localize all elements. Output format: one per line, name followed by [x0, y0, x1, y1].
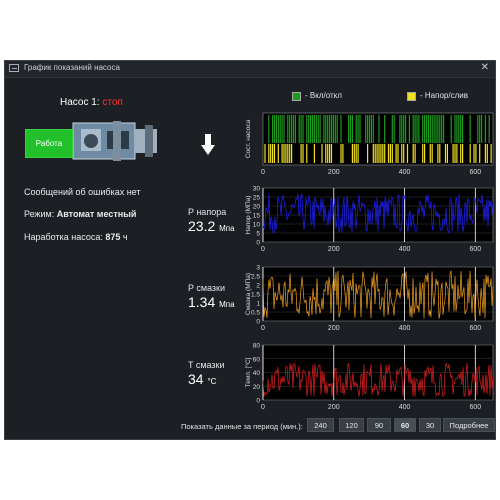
details-button[interactable]: Подробнее — [443, 418, 495, 432]
hours-row: Наработка насоса: 875 ч — [24, 232, 128, 242]
chart-3-ytick: 0 — [256, 398, 260, 405]
chart-1-xtick: 200 — [328, 246, 340, 253]
chart-1-ylabel: Напор (МПа) — [245, 196, 252, 235]
chart-2-ytick: 2.5 — [251, 274, 260, 281]
legend-on-off-label: - Вкл/откл — [305, 91, 342, 100]
chart-2-xtick: 600 — [469, 325, 481, 332]
chart-2-ytick: 2 — [256, 283, 260, 290]
chart-2-ytick: 0 — [256, 319, 260, 326]
pump-image — [66, 121, 157, 161]
chart-0-ylabel: Сост. насоса — [245, 119, 252, 158]
t-lub-unit: °C — [207, 377, 217, 386]
chart-1-ytick: 25 — [253, 195, 261, 202]
close-button[interactable]: ✕ — [480, 62, 489, 73]
chart-3-ylabel: Темп. [°C] — [244, 357, 252, 387]
chart-1-xtick: 400 — [399, 246, 411, 253]
p-head-value: 23.2 — [188, 218, 216, 234]
period-button-60[interactable]: 60 — [394, 418, 416, 432]
chart-3-ytick: 80 — [253, 343, 261, 350]
chart-1-ytick: 15 — [253, 213, 261, 220]
t-lub-value: 34 — [188, 371, 204, 387]
chart-3-xtick: 200 — [328, 404, 340, 411]
chart-2-ytick: 1 — [256, 301, 260, 308]
chart-3-xtick: 600 — [469, 404, 481, 411]
chart-2-ytick: 3 — [256, 265, 260, 272]
chart-1-ytick: 10 — [253, 222, 261, 229]
app-icon — [9, 64, 19, 72]
chart-2-ylabel: Смазка (МПа) — [245, 273, 252, 315]
mode-row: Режим: Автомат местный — [24, 209, 136, 219]
error-status: Сообщений об ошибках нет — [24, 187, 141, 197]
p-lub-label: P смазки — [188, 283, 226, 293]
legend-head-drain-swatch — [407, 92, 416, 101]
p-lub-unit: Мпа — [219, 300, 235, 309]
chart-0-xtick: 600 — [469, 169, 481, 176]
run-button[interactable]: Работа — [25, 129, 73, 158]
t-lub-label: T смазки — [188, 360, 225, 370]
chart-3-series-line — [262, 362, 494, 398]
period-button-120[interactable]: 120 — [339, 418, 364, 432]
chart-1-ytick: 0 — [256, 240, 260, 247]
hours-unit: ч — [122, 232, 128, 242]
pump-status-title: Насос 1: стоп — [60, 97, 123, 108]
pump-chart-window: График показаний насоса ✕ Насос 1: стоп … — [4, 60, 496, 440]
period-label: Показать данные за период (мин.): — [181, 422, 303, 431]
p-lub-value: 1.34 — [188, 294, 216, 310]
p-head-value-row: 23.2 Мпа — [188, 218, 235, 234]
p-lub-value-row: 1.34 Мпа — [188, 294, 235, 310]
window-title: График показаний насоса — [24, 63, 120, 72]
chart-3-ytick: 20 — [253, 384, 261, 391]
chart-1-xtick: 0 — [261, 246, 265, 253]
chart-2-xtick: 0 — [261, 325, 265, 332]
p-head-unit: Мпа — [219, 224, 235, 233]
legend-head-drain-label: - Напор/слив — [420, 91, 468, 100]
chart-3-ytick: 40 — [253, 370, 261, 377]
hours-label: Наработка насоса: — [24, 232, 103, 242]
chart-3-ytick: 60 — [253, 356, 261, 363]
chart-3-xtick: 0 — [261, 404, 265, 411]
chart-2-series-line — [262, 270, 494, 319]
period-button-90[interactable]: 90 — [367, 418, 391, 432]
chart-1-ytick: 30 — [253, 186, 261, 193]
chart-1-xtick: 600 — [469, 246, 481, 253]
period-button-240[interactable]: 240 — [307, 418, 334, 432]
chart-1-ytick: 5 — [256, 231, 260, 238]
chart-0-xtick: 0 — [261, 169, 265, 176]
chart-0-xtick: 200 — [328, 169, 340, 176]
chart-2-xtick: 200 — [328, 325, 340, 332]
chart-0-xtick: 400 — [399, 169, 411, 176]
pump-state: стоп — [102, 97, 123, 108]
hours-value: 875 — [105, 232, 121, 242]
title-bar: График показаний насоса ✕ — [5, 61, 495, 78]
chart-1-ytick: 20 — [253, 204, 261, 211]
chart-2-ytick: 0.5 — [251, 310, 260, 317]
chart-1-series-line — [262, 193, 494, 234]
t-lub-value-row: 34 °C — [188, 371, 216, 387]
p-head-label: P напора — [188, 207, 227, 217]
chart-3-xtick: 400 — [399, 404, 411, 411]
legend-on-off-swatch — [292, 92, 301, 101]
mode-value: Автомат местный — [56, 209, 137, 219]
chart-2-ytick: 1.5 — [251, 292, 260, 299]
pump-label: Насос 1: — [60, 97, 100, 108]
chart-2-xtick: 400 — [399, 325, 411, 332]
down-arrow-icon — [201, 134, 215, 155]
period-button-30[interactable]: 30 — [419, 418, 441, 432]
mode-label: Режим: — [24, 209, 55, 219]
